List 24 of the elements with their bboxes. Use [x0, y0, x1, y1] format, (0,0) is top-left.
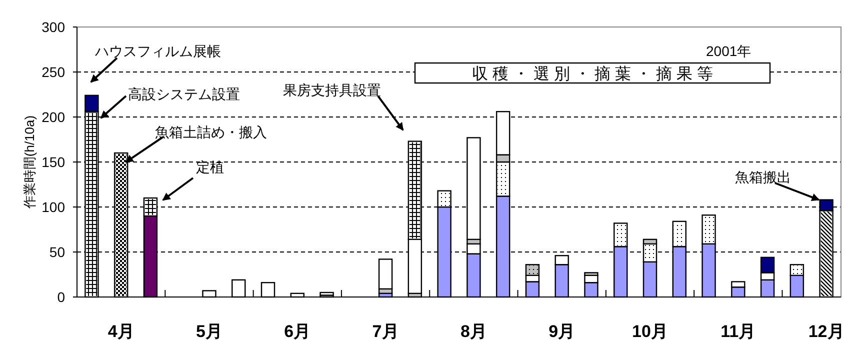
y-tick-label: 250	[42, 64, 66, 80]
x-tick-label: 12月	[808, 322, 844, 341]
y-tick-label: 200	[42, 109, 66, 125]
y-axis-title: 作業時間(h/10a)	[22, 115, 37, 210]
x-tick-label: 5月	[196, 322, 222, 341]
annotation: 高設システム設置	[128, 86, 240, 102]
x-tick-label: 11月	[720, 322, 756, 341]
x-tick-label: 4月	[108, 322, 134, 341]
annotation: ハウスフィルム展帳	[94, 43, 221, 59]
y-tick-label: 50	[49, 244, 66, 260]
x-tick-label: 7月	[372, 322, 399, 341]
annotation: 果房支持具設置	[283, 82, 381, 98]
y-tick-label: 150	[42, 154, 66, 170]
y-tick-label: 0	[57, 289, 66, 305]
x-tick-label: 8月	[460, 322, 487, 341]
x-tick-label: 10月	[632, 322, 668, 341]
annotation: 魚箱搬出	[735, 169, 791, 185]
annotation: 魚箱土詰め・搬入	[155, 124, 267, 140]
x-tick-label: 9月	[548, 322, 576, 341]
annotation: 収 穫 ・ 選 別 ・ 摘 葉 ・ 摘 果 等	[472, 65, 713, 83]
x-tick-label: 6月	[284, 322, 311, 341]
y-tick-label: 300	[42, 19, 66, 35]
annotation: 2001年	[706, 43, 752, 59]
y-tick-label: 100	[42, 199, 66, 215]
